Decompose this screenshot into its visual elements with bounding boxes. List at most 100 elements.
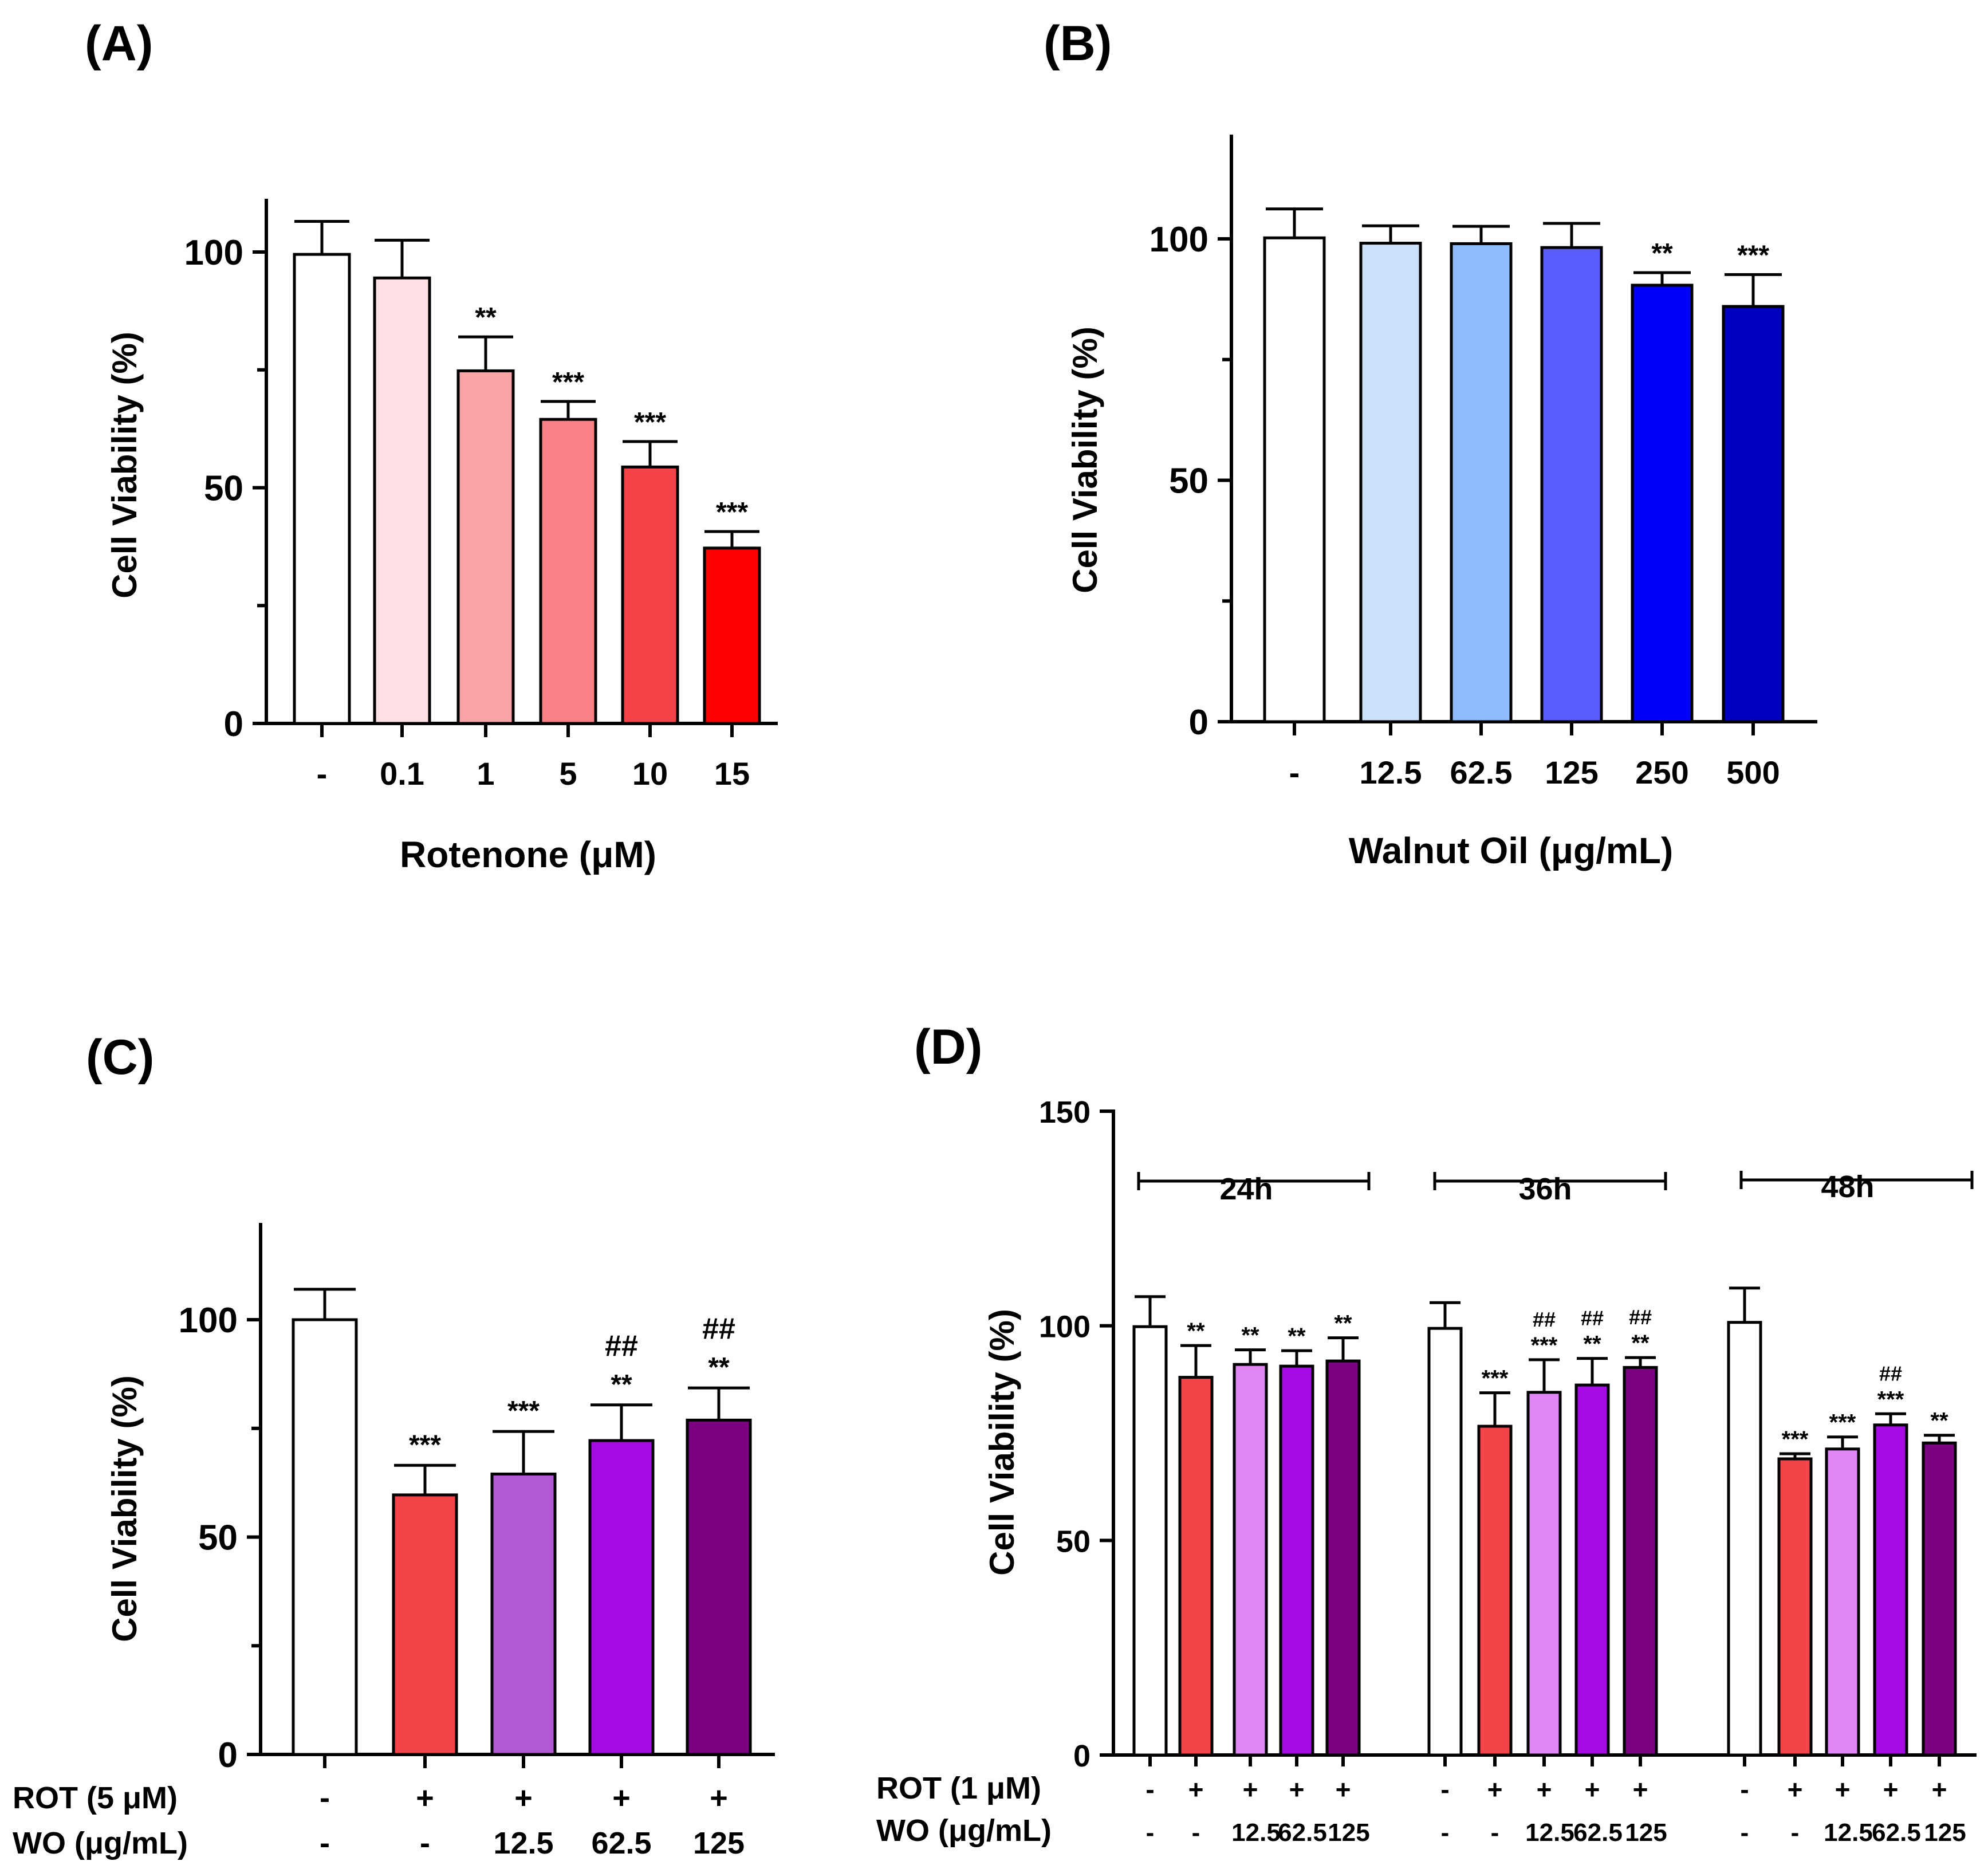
panel-d-y-tick-label: 100	[1039, 1310, 1091, 1344]
panel-d-24h-wo-value: -	[1146, 1819, 1155, 1847]
panel-c-rot-value: +	[710, 1781, 728, 1815]
panel-d-row-label-wo: WO (μg/mL)	[876, 1813, 1052, 1848]
panel-d-24h-bar	[1132, 1325, 1168, 1757]
panel-d-48h-hash-label: ##	[1879, 1362, 1902, 1385]
panel-c-bar	[292, 1318, 358, 1756]
panel-d-36h-hash-label: ##	[1629, 1305, 1652, 1329]
panel-d-36h-rot-value: +	[1487, 1774, 1503, 1804]
panel-b-x-tick-label: 250	[1635, 754, 1688, 790]
panel-c-wo-value: 12.5	[493, 1826, 553, 1860]
panel-d-24h-rot-value: +	[1243, 1774, 1258, 1804]
panel-a-significance-label: ***	[552, 367, 584, 398]
panel-d-ylabel: Cell Viability (%)	[983, 1309, 1021, 1576]
panel-d-48h-significance-label: **	[1930, 1408, 1948, 1434]
panel-b-significance-label: **	[1651, 238, 1673, 269]
panel-d-48h-bar	[1777, 1457, 1813, 1757]
panel-d-24h-significance-label: **	[1187, 1319, 1205, 1344]
panel-c-hash-label: ##	[605, 1329, 638, 1363]
panel-d-36h-bar	[1574, 1383, 1610, 1757]
panel-a-plot: 0 50 100 - 0.1 ** 1 *** 5 *** 10 *** 15	[184, 199, 778, 792]
panel-c-bar	[490, 1472, 557, 1756]
panel-c-hash-label: ##	[702, 1312, 735, 1345]
panel-c: (C) Cell Viability (%) ROT (5 μM) WO (μg…	[13, 1030, 775, 1860]
panel-d-plot: 0 50 100 150 24h - - ** + - ** +12.5 ** +62.5 ** +125 36…	[1039, 1095, 1977, 1847]
panel-d-24h-group-label: 24h	[1219, 1172, 1273, 1206]
panel-d-48h-wo-value: -	[1791, 1819, 1800, 1847]
panel-d-48h-significance-label: ***	[1782, 1427, 1809, 1452]
panel-b-y-tick-label: 50	[1169, 462, 1208, 501]
panel-b-bar	[1631, 284, 1694, 723]
panel-d-row-label-rot: ROT (1 μM)	[876, 1771, 1041, 1805]
panel-d-24h-bar	[1325, 1359, 1361, 1757]
panel-c-y-tick-label: 0	[218, 1736, 238, 1775]
panel-b-x-tick-label: -	[1289, 754, 1300, 790]
panel-a-label: (A)	[85, 16, 153, 71]
panel-a-bar	[373, 276, 431, 725]
panel-a-significance-label: **	[475, 302, 497, 333]
panel-d-24h-rot-value: +	[1188, 1774, 1204, 1804]
panel-a-bar	[621, 465, 679, 725]
panel-b-bar	[1359, 242, 1422, 723]
panel-c-ylabel: Cell Viability (%)	[105, 1375, 144, 1642]
panel-a-y-tick-label: 0	[224, 705, 243, 744]
panel-c-significance-label: ***	[409, 1430, 441, 1460]
panel-a-ylabel: Cell Viability (%)	[105, 332, 144, 599]
panel-a-x-tick-label: -	[317, 756, 328, 792]
panel-d-label: (D)	[914, 1020, 982, 1075]
panel-d-24h-rot-value: +	[1336, 1774, 1351, 1804]
panel-c-bar	[392, 1493, 458, 1756]
panel-b-x-tick-label: 62.5	[1450, 754, 1513, 790]
panel-a-bar	[456, 369, 515, 725]
panel-c-plot: 0 50 100 - - *** + - *** +12.5 ** ## +62.5 ** ## +125	[179, 1223, 775, 1860]
panel-b-x-tick-label: 12.5	[1360, 754, 1422, 790]
panel-b-ylabel: Cell Viability (%)	[1066, 326, 1104, 593]
panel-a-significance-label: ***	[634, 407, 666, 438]
panel-c-significance-label: **	[611, 1370, 632, 1400]
panel-d-36h-hash-label: ##	[1581, 1307, 1604, 1330]
panel-d-36h-bar	[1623, 1366, 1658, 1757]
panel-d-36h-wo-value: 62.5	[1573, 1819, 1623, 1847]
panel-d-48h-wo-value: 125	[1924, 1819, 1966, 1847]
panel-b-significance-label: ***	[1737, 240, 1769, 270]
panel-d-48h-rot-value: -	[1740, 1774, 1749, 1804]
panel-b: (B) Cell Viability (%) Walnut Oil (μg/mL…	[1044, 16, 1817, 871]
panel-d-48h-significance-label: ***	[1829, 1410, 1856, 1435]
panel-c-rot-value: +	[612, 1781, 631, 1815]
panel-c-bar	[686, 1418, 752, 1756]
panel-d-48h-bar	[1825, 1447, 1860, 1757]
panel-d-24h-bar	[1233, 1363, 1268, 1757]
panel-d-36h-wo-value: 125	[1625, 1819, 1667, 1847]
panel-d-24h-bar	[1178, 1376, 1214, 1757]
panel-d-36h-group-label: 36h	[1518, 1172, 1572, 1206]
panel-d-y-tick-label: 0	[1073, 1739, 1091, 1773]
panel-d-24h-significance-label: **	[1288, 1324, 1306, 1349]
panel-d-48h-rot-value: +	[1883, 1774, 1899, 1804]
panel-d-48h-rot-value: +	[1788, 1774, 1803, 1804]
panel-b-bar	[1263, 236, 1326, 723]
panel-d-24h-significance-label: **	[1334, 1311, 1352, 1336]
panel-a-x-tick-label: 1	[477, 756, 494, 792]
panel-d-36h-rot-value: -	[1440, 1774, 1449, 1804]
panel-d-24h-significance-label: **	[1241, 1323, 1259, 1348]
panel-d-24h-wo-value: 62.5	[1278, 1819, 1327, 1847]
panel-d-36h-rot-value: +	[1585, 1774, 1600, 1804]
panel-a-xlabel: Rotenone (μM)	[400, 834, 656, 875]
panel-d-36h-rot-value: +	[1633, 1774, 1648, 1804]
panel-d-24h-wo-value: 12.5	[1231, 1819, 1281, 1847]
panel-d-48h-significance-label: ***	[1877, 1387, 1904, 1412]
panel-d-y-tick-label: 150	[1039, 1095, 1091, 1130]
panel-b-y-tick-label: 100	[1150, 220, 1208, 259]
panel-d-36h-bar	[1526, 1391, 1562, 1757]
panel-c-wo-value: -	[320, 1826, 330, 1860]
panel-d-36h-bar	[1427, 1327, 1463, 1757]
panel-d-36h-significance-label: ***	[1482, 1366, 1509, 1391]
panel-a-x-tick-label: 10	[632, 756, 668, 792]
panel-d-36h-bar	[1477, 1425, 1513, 1757]
panel-a-y-tick-label: 50	[204, 469, 243, 509]
panel-c-bar	[588, 1439, 655, 1756]
panel-d-48h-wo-value: 62.5	[1872, 1819, 1921, 1847]
panel-b-plot: 0 50 100 - 12.5 62.5 125 ** 250 *** 500	[1150, 135, 1817, 790]
panel-c-wo-value: 125	[693, 1826, 745, 1860]
panel-a-y-tick-label: 100	[184, 233, 243, 273]
panel-b-y-tick-label: 0	[1189, 703, 1208, 742]
